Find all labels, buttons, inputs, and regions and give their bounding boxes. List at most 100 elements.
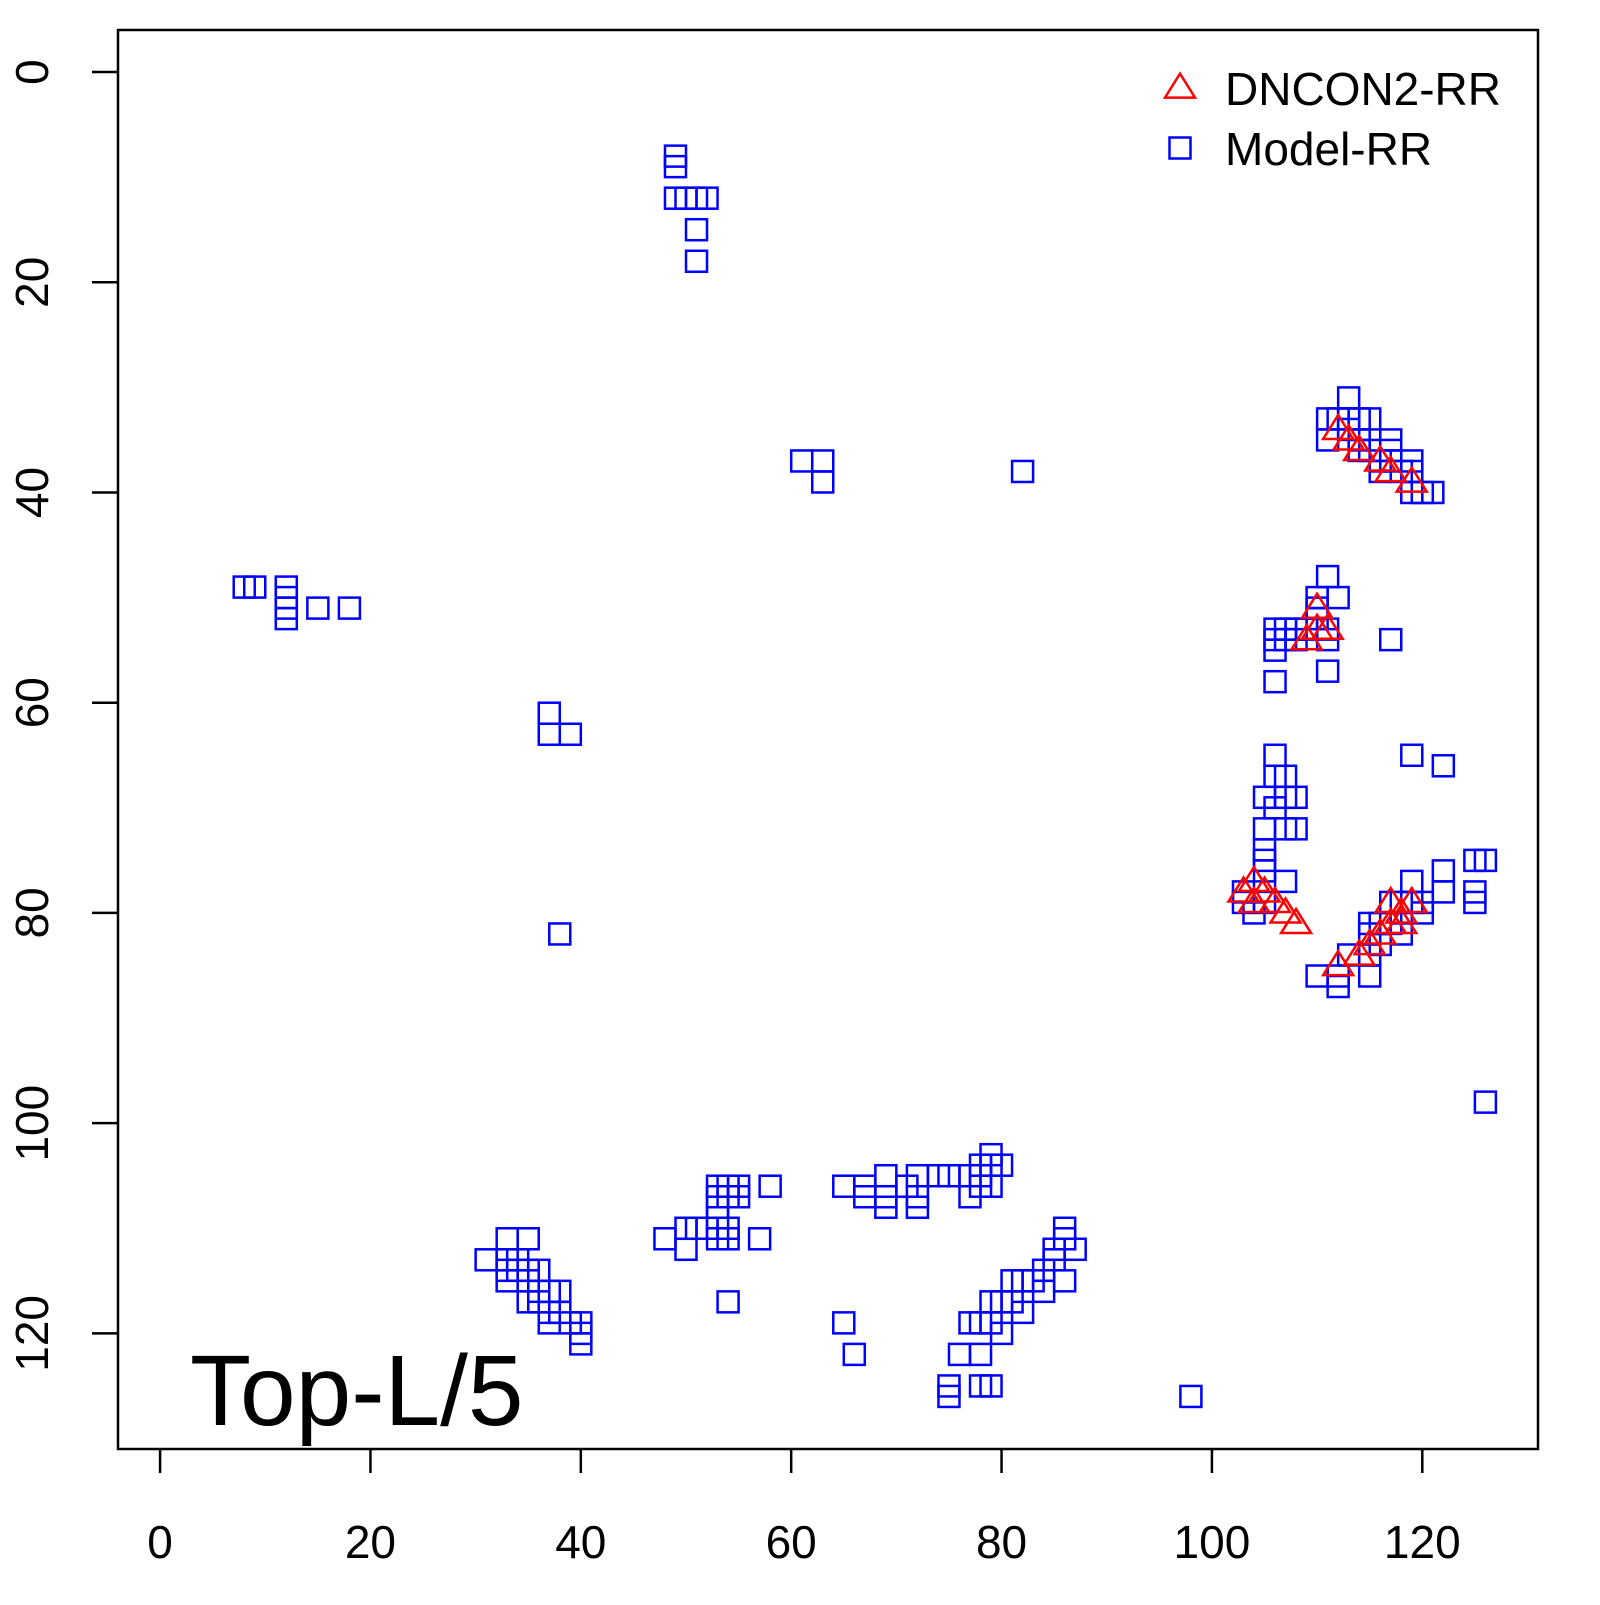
y-tick-label: 80 [6, 887, 58, 938]
point [1273, 869, 1298, 894]
point [684, 217, 709, 242]
point [989, 1321, 1014, 1346]
point [1263, 669, 1287, 694]
point [537, 722, 562, 746]
point [1320, 412, 1356, 441]
point [832, 1174, 856, 1198]
point [1463, 890, 1487, 915]
point [1341, 433, 1377, 462]
point [1378, 438, 1403, 463]
point [663, 154, 688, 179]
point [937, 1384, 961, 1409]
x-tick-label: 60 [766, 1516, 817, 1568]
point [684, 249, 709, 273]
point [274, 606, 299, 631]
x-tick-label: 0 [147, 1516, 173, 1568]
point [726, 1184, 751, 1209]
point [1384, 906, 1419, 935]
point [1268, 896, 1303, 924]
point [1373, 885, 1408, 914]
plot-frame [116, 28, 1540, 1451]
point [495, 1269, 519, 1293]
point [716, 1227, 740, 1251]
point [569, 1321, 593, 1346]
point [758, 1174, 782, 1198]
point [337, 596, 362, 620]
legend-label: DNCON2-RR [1225, 63, 1501, 115]
point [242, 575, 267, 599]
point [695, 186, 719, 210]
point [306, 596, 330, 620]
y-tick-label: 120 [6, 1295, 58, 1372]
point [474, 1248, 498, 1272]
point [1315, 659, 1340, 683]
point [1373, 454, 1408, 483]
point [1052, 1269, 1077, 1293]
y-tick-label: 40 [6, 467, 58, 518]
point [1394, 885, 1430, 914]
point [1179, 1384, 1203, 1409]
x-tick-label: 100 [1174, 1516, 1251, 1568]
point [1357, 964, 1382, 988]
point [1400, 743, 1424, 768]
point [1236, 885, 1272, 914]
point [1284, 817, 1308, 841]
point [1310, 612, 1345, 640]
point [1299, 591, 1335, 619]
point [1326, 585, 1350, 610]
point [1394, 465, 1430, 493]
point [958, 1311, 982, 1335]
point [1252, 817, 1277, 841]
point [1315, 564, 1340, 589]
point [674, 1237, 698, 1262]
legend-marker [1168, 136, 1192, 160]
point [1431, 880, 1456, 904]
point [1384, 896, 1419, 924]
point [842, 1342, 867, 1367]
legend-marker [1162, 71, 1198, 99]
x-tick-label: 40 [555, 1516, 606, 1568]
point [1336, 386, 1361, 410]
point [832, 1311, 856, 1335]
y-tick-label: 0 [6, 59, 58, 85]
point [1257, 885, 1293, 914]
point [1362, 444, 1398, 472]
point [537, 701, 562, 725]
point [1331, 423, 1366, 451]
point [905, 1195, 930, 1219]
point [968, 1342, 993, 1367]
point [653, 1227, 677, 1251]
point [516, 1227, 540, 1251]
point [1010, 459, 1035, 484]
point [548, 922, 572, 946]
point [1247, 875, 1282, 903]
point [495, 1227, 519, 1251]
point [1473, 848, 1498, 873]
x-tick-label: 80 [976, 1516, 1027, 1568]
point [1431, 754, 1456, 778]
legend-label: Model-RR [1225, 123, 1432, 175]
point [874, 1195, 898, 1219]
point [989, 1153, 1014, 1177]
y-tick-label: 60 [6, 677, 58, 728]
point [810, 470, 835, 494]
point [1236, 864, 1272, 893]
point [810, 449, 835, 473]
y-tick-label: 20 [6, 257, 58, 308]
point [1341, 938, 1377, 966]
point [1352, 927, 1387, 956]
point [1278, 906, 1314, 935]
point [789, 449, 814, 473]
point [1473, 1090, 1498, 1114]
point [947, 1342, 972, 1367]
point [558, 722, 583, 746]
point [716, 1290, 740, 1314]
y-tick-label: 100 [6, 1085, 58, 1162]
point [1263, 743, 1287, 768]
x-tick-label: 120 [1384, 1516, 1461, 1568]
point [1431, 859, 1456, 883]
point [747, 1227, 772, 1251]
annotation: Top-L/5 [190, 1335, 524, 1447]
